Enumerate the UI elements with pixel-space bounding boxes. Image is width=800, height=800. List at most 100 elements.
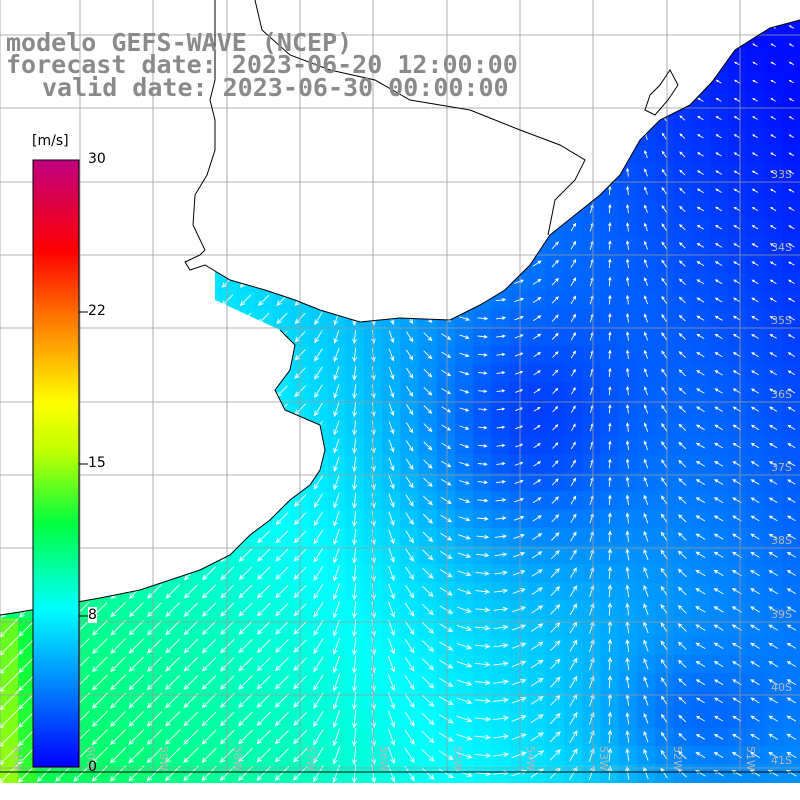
wind-arrow (677, 750, 687, 760)
wind-arrow (625, 422, 630, 432)
wind-arrow (552, 369, 559, 376)
field-cell (782, 327, 800, 347)
wind-arrow (274, 711, 290, 727)
wind-arrow (314, 384, 323, 399)
wind-arrow (626, 185, 630, 195)
wind-arrow (661, 295, 667, 304)
wind-arrow (351, 637, 358, 656)
wind-arrow (768, 533, 778, 540)
wind-arrow (552, 424, 559, 431)
field-cell (782, 746, 800, 765)
wind-arrow (749, 769, 761, 777)
wind-arrow (788, 170, 795, 175)
wind-arrow (530, 659, 544, 669)
wind-arrow (549, 730, 561, 743)
wind-arrow (515, 407, 524, 412)
wind-arrow (643, 204, 648, 213)
wind-arrow (531, 551, 543, 559)
wind-arrow (421, 694, 435, 707)
wind-arrow (257, 530, 271, 544)
wind-arrow (201, 711, 217, 727)
wind-arrow (238, 548, 253, 562)
wind-arrow (661, 150, 667, 158)
wind-arrow (677, 623, 687, 632)
wind-arrow (626, 167, 630, 177)
lat-label: 37S (771, 461, 792, 474)
wind-arrow (146, 692, 163, 709)
wind-arrow (438, 677, 454, 687)
wind-arrow (643, 313, 649, 323)
wind-arrow (533, 443, 541, 449)
wind-arrow (625, 584, 630, 598)
wind-arrow (274, 766, 290, 781)
wind-arrow (786, 624, 797, 631)
wind-arrow (238, 584, 253, 599)
wind-arrow (713, 624, 724, 631)
wind-arrow (714, 388, 723, 394)
wind-arrow (751, 297, 759, 303)
lon-label: 59W (157, 746, 170, 771)
wind-arrow (714, 424, 723, 431)
wind-arrow (438, 768, 454, 779)
wind-arrow (696, 279, 705, 285)
wind-arrow (570, 368, 576, 377)
wind-arrow (201, 638, 217, 654)
wind-arrow (387, 728, 396, 746)
wind-arrow (332, 601, 340, 619)
wind-arrow (275, 602, 289, 617)
wind-arrow (678, 260, 686, 267)
wind-arrow (608, 258, 612, 269)
field-cell (782, 36, 800, 55)
wind-arrow (769, 297, 777, 303)
wind-arrow (751, 279, 759, 285)
field-cell (782, 345, 800, 365)
coastline (0, 0, 800, 616)
wind-arrow (679, 169, 686, 176)
wind-arrow (678, 223, 686, 231)
wind-arrow (164, 765, 181, 782)
wind-arrow (146, 638, 163, 654)
wind-arrow (768, 715, 778, 722)
wind-arrow (314, 348, 323, 362)
wind-arrow (256, 657, 271, 672)
wind-arrow (625, 476, 630, 487)
wind-arrow (678, 696, 687, 705)
wind-arrow (697, 152, 704, 157)
wind-arrow (661, 459, 668, 469)
wind-arrow (786, 751, 797, 759)
wind-arrow (788, 98, 795, 102)
wind-arrow (238, 747, 253, 763)
wind-arrow (768, 461, 778, 467)
wind-arrow (110, 638, 126, 654)
wind-arrow (238, 639, 253, 654)
wind-arrow (388, 511, 395, 527)
wind-arrow (532, 260, 542, 267)
wind-arrow (750, 442, 760, 449)
field-cell (782, 545, 800, 565)
wind-arrow (128, 620, 144, 636)
wind-arrow (459, 425, 470, 430)
wind-arrow (751, 370, 759, 376)
field-cell (782, 181, 800, 201)
wind-arrow (643, 676, 649, 688)
wind-arrow (511, 642, 527, 649)
field-cell (782, 491, 800, 510)
lagoon-outline (644, 69, 679, 116)
field-cell (782, 436, 800, 456)
wind-arrow (625, 240, 630, 250)
wind-arrow (165, 656, 181, 672)
wind-arrow (493, 588, 509, 594)
wind-arrow (183, 602, 199, 617)
wind-arrow (696, 206, 705, 212)
wind-arrow (787, 297, 795, 303)
wind-arrow (549, 712, 561, 725)
wind-arrow (494, 570, 508, 576)
wind-arrow (313, 747, 324, 764)
wind-arrow (351, 474, 358, 491)
colorbar-gradient (32, 159, 80, 768)
wind-arrow (456, 752, 473, 759)
wind-arrow (405, 349, 414, 361)
wind-arrow (256, 729, 271, 745)
field-cell (782, 709, 800, 729)
